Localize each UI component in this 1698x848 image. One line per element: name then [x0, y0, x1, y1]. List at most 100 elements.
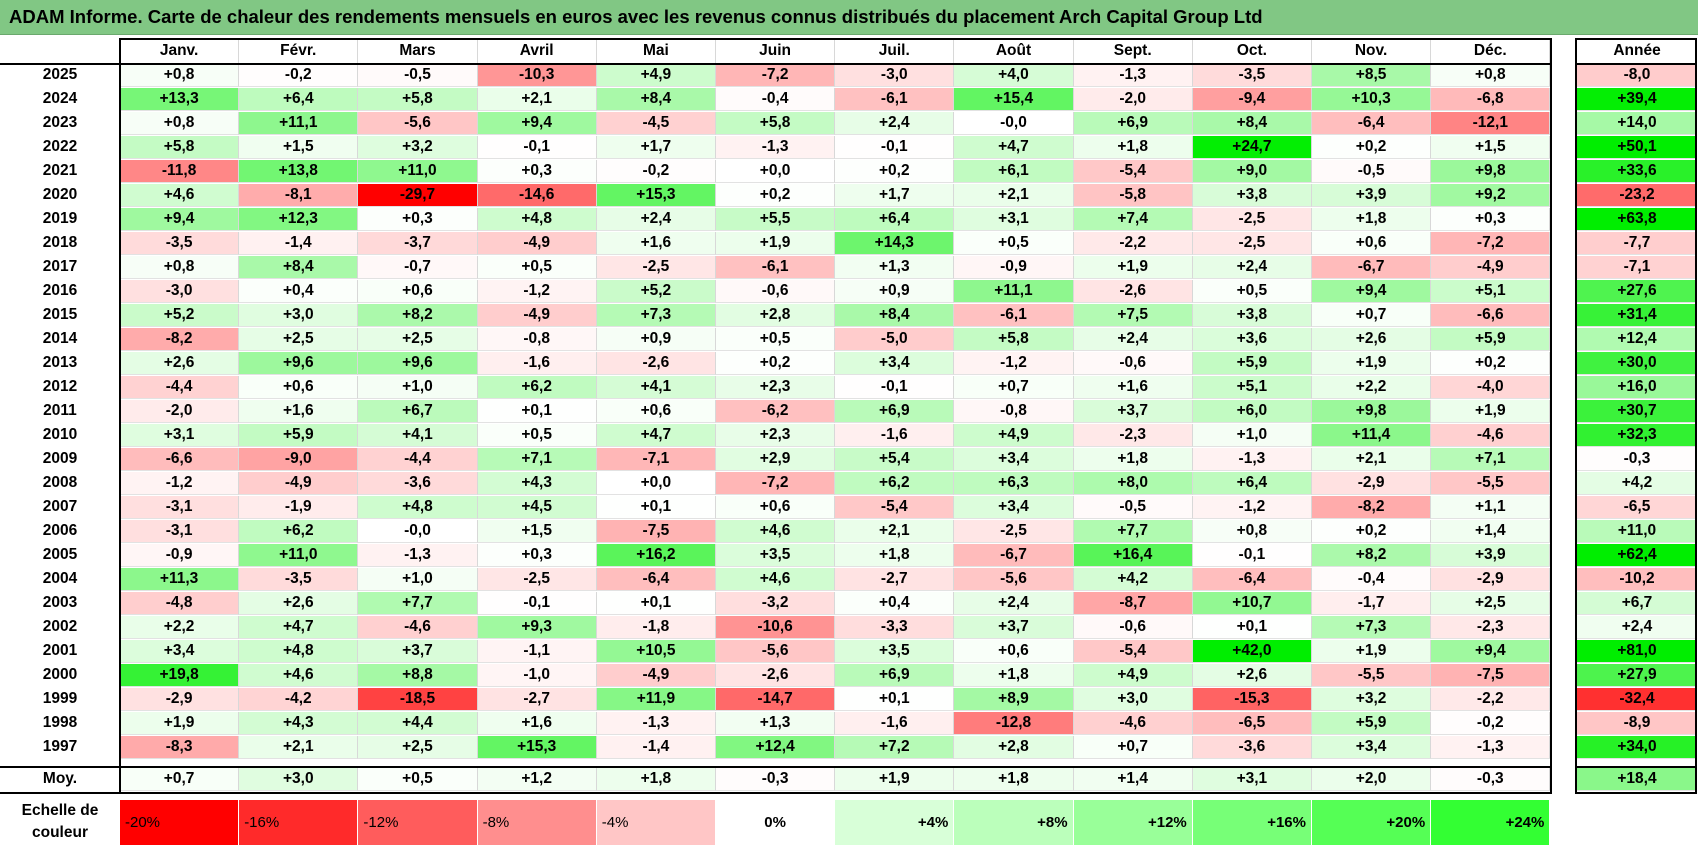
heatmap-cell: -3,1 — [120, 496, 240, 519]
heatmap-cell: -5,8 — [1073, 184, 1193, 207]
heatmap-cell: +0,5 — [954, 232, 1074, 255]
heatmap-cell: +2,5 — [239, 328, 359, 351]
heatmap-cell: +4,6 — [716, 520, 836, 543]
heatmap-cell: -1,9 — [239, 496, 359, 519]
heatmap-cell: +1,3 — [716, 712, 836, 735]
annual-return-cell: +32,3 — [1577, 424, 1697, 447]
heatmap-cell: -4,9 — [477, 232, 597, 255]
heatmap-cell: -0,9 — [954, 256, 1074, 279]
heatmap-cell: -6,6 — [120, 448, 240, 471]
heatmap-cell: +5,2 — [120, 304, 240, 327]
heatmap-cell: +3,2 — [1312, 688, 1432, 711]
color-scale-swatch: +24% — [1431, 800, 1551, 845]
heatmap-cell: +4,9 — [954, 424, 1074, 447]
heatmap-cell: -4,8 — [120, 592, 240, 615]
heatmap-cell: +3,8 — [1192, 304, 1312, 327]
heatmap-cell: +9,4 — [477, 112, 597, 135]
annual-return-cell: +62,4 — [1577, 544, 1697, 567]
heatmap-cell: +2,1 — [954, 184, 1074, 207]
annual-average-bottom-rule — [1575, 792, 1697, 794]
heatmap-cell: +10,5 — [596, 640, 716, 663]
heatmap-cell: +3,1 — [954, 208, 1074, 231]
heatmap-cell: -4,4 — [358, 448, 478, 471]
heatmap-cell: +0,7 — [954, 376, 1074, 399]
year-label: 1997 — [42, 738, 78, 755]
heatmap-cell: +0,7 — [1073, 736, 1193, 759]
heatmap-cell: -5,6 — [358, 112, 478, 135]
heatmap-cell: +4,3 — [477, 472, 597, 495]
heatmap-cell: -9,0 — [239, 448, 359, 471]
heatmap-cell: +42,0 — [1192, 640, 1312, 663]
heatmap-cell: -0,1 — [835, 136, 955, 159]
heatmap-cell: +9,0 — [1192, 160, 1312, 183]
heatmap-cell: +4,1 — [358, 424, 478, 447]
month-header: Juin — [716, 38, 836, 64]
year-label: 2016 — [42, 282, 78, 299]
chart-title: ADAM Informe. Carte de chaleur des rende… — [9, 6, 1263, 27]
heatmap-cell: -5,4 — [835, 496, 955, 519]
heatmap-cell: +1,8 — [835, 544, 955, 567]
heatmap-cell: +3,4 — [120, 640, 240, 663]
month-header: Juil. — [835, 38, 955, 64]
heatmap-cell: +0,2 — [835, 160, 955, 183]
year-label: 2009 — [42, 450, 78, 467]
year-label: 2012 — [42, 378, 78, 395]
heatmap-cell: -8,1 — [239, 184, 359, 207]
annual-return-cell: +11,0 — [1577, 520, 1697, 543]
heatmap-cell: -0,0 — [954, 112, 1074, 135]
heatmap-cell: +4,6 — [716, 568, 836, 591]
annual-return-cell: -7,1 — [1577, 256, 1697, 279]
heatmap-cell: +2,6 — [239, 592, 359, 615]
heatmap-cell: -5,4 — [1073, 640, 1193, 663]
annual-return-cell: +6,7 — [1577, 592, 1697, 615]
heatmap-cell: -0,5 — [358, 64, 478, 87]
heatmap-cell: -0,1 — [1192, 544, 1312, 567]
heatmap-cell: -5,5 — [1431, 472, 1551, 495]
year-label: 2006 — [42, 522, 78, 539]
heatmap-cell: +4,6 — [239, 664, 359, 687]
annual-return-cell: -8,0 — [1577, 64, 1697, 87]
heatmap-cell: -2,9 — [120, 688, 240, 711]
heatmap-cell: +1,8 — [954, 664, 1074, 687]
heatmap-cell: -18,5 — [358, 688, 478, 711]
average-top-rule — [0, 766, 1553, 768]
year-label: 2010 — [42, 426, 78, 443]
heatmap-cell: +8,8 — [358, 664, 478, 687]
heatmap-cell: +1,6 — [1073, 376, 1193, 399]
average-cell: -0,3 — [716, 768, 836, 791]
heatmap-cell: -6,5 — [1192, 712, 1312, 735]
heatmap-cell: +0,6 — [716, 496, 836, 519]
heatmap-cell: -1,6 — [835, 712, 955, 735]
color-scale-swatch: +12% — [1073, 800, 1193, 845]
heatmap-cell: +0,7 — [1312, 304, 1432, 327]
heatmap-cell: +6,9 — [835, 400, 955, 423]
heatmap-cell: +4,9 — [596, 64, 716, 87]
annual-return-cell: -6,5 — [1577, 496, 1697, 519]
heatmap-cell: +0,5 — [477, 256, 597, 279]
heatmap-cell: +3,2 — [358, 136, 478, 159]
heatmap-cell: +1,7 — [596, 136, 716, 159]
heatmap-cell: -2,0 — [1073, 88, 1193, 111]
heatmap-cell: +4,1 — [596, 376, 716, 399]
heatmap-cell: -2,0 — [120, 400, 240, 423]
heatmap-cell: +1,0 — [358, 568, 478, 591]
heatmap-cell: +4,6 — [120, 184, 240, 207]
annual-header-bottom-rule — [1575, 63, 1697, 65]
heatmap-cell: +6,4 — [835, 208, 955, 231]
heatmap-cell: -0,2 — [1431, 712, 1551, 735]
month-block-right-border — [1550, 38, 1553, 792]
heatmap-cell: +6,9 — [1073, 112, 1193, 135]
heatmap-cell: +6,2 — [835, 472, 955, 495]
heatmap-cell: +4,8 — [358, 496, 478, 519]
heatmap-cell: +1,9 — [716, 232, 836, 255]
average-annual-cell: +18,4 — [1577, 768, 1697, 791]
annual-return-cell: +63,8 — [1577, 208, 1697, 231]
heatmap-cell: +4,3 — [239, 712, 359, 735]
heatmap-cell: +9,6 — [358, 352, 478, 375]
heatmap-cell: +2,4 — [1192, 256, 1312, 279]
heatmap-cell: -0,2 — [239, 64, 359, 87]
heatmap-cell: +12,4 — [716, 736, 836, 759]
heatmap-cell: -1,0 — [477, 664, 597, 687]
heatmap-cell: +0,2 — [716, 184, 836, 207]
year-label: 2015 — [42, 306, 78, 323]
